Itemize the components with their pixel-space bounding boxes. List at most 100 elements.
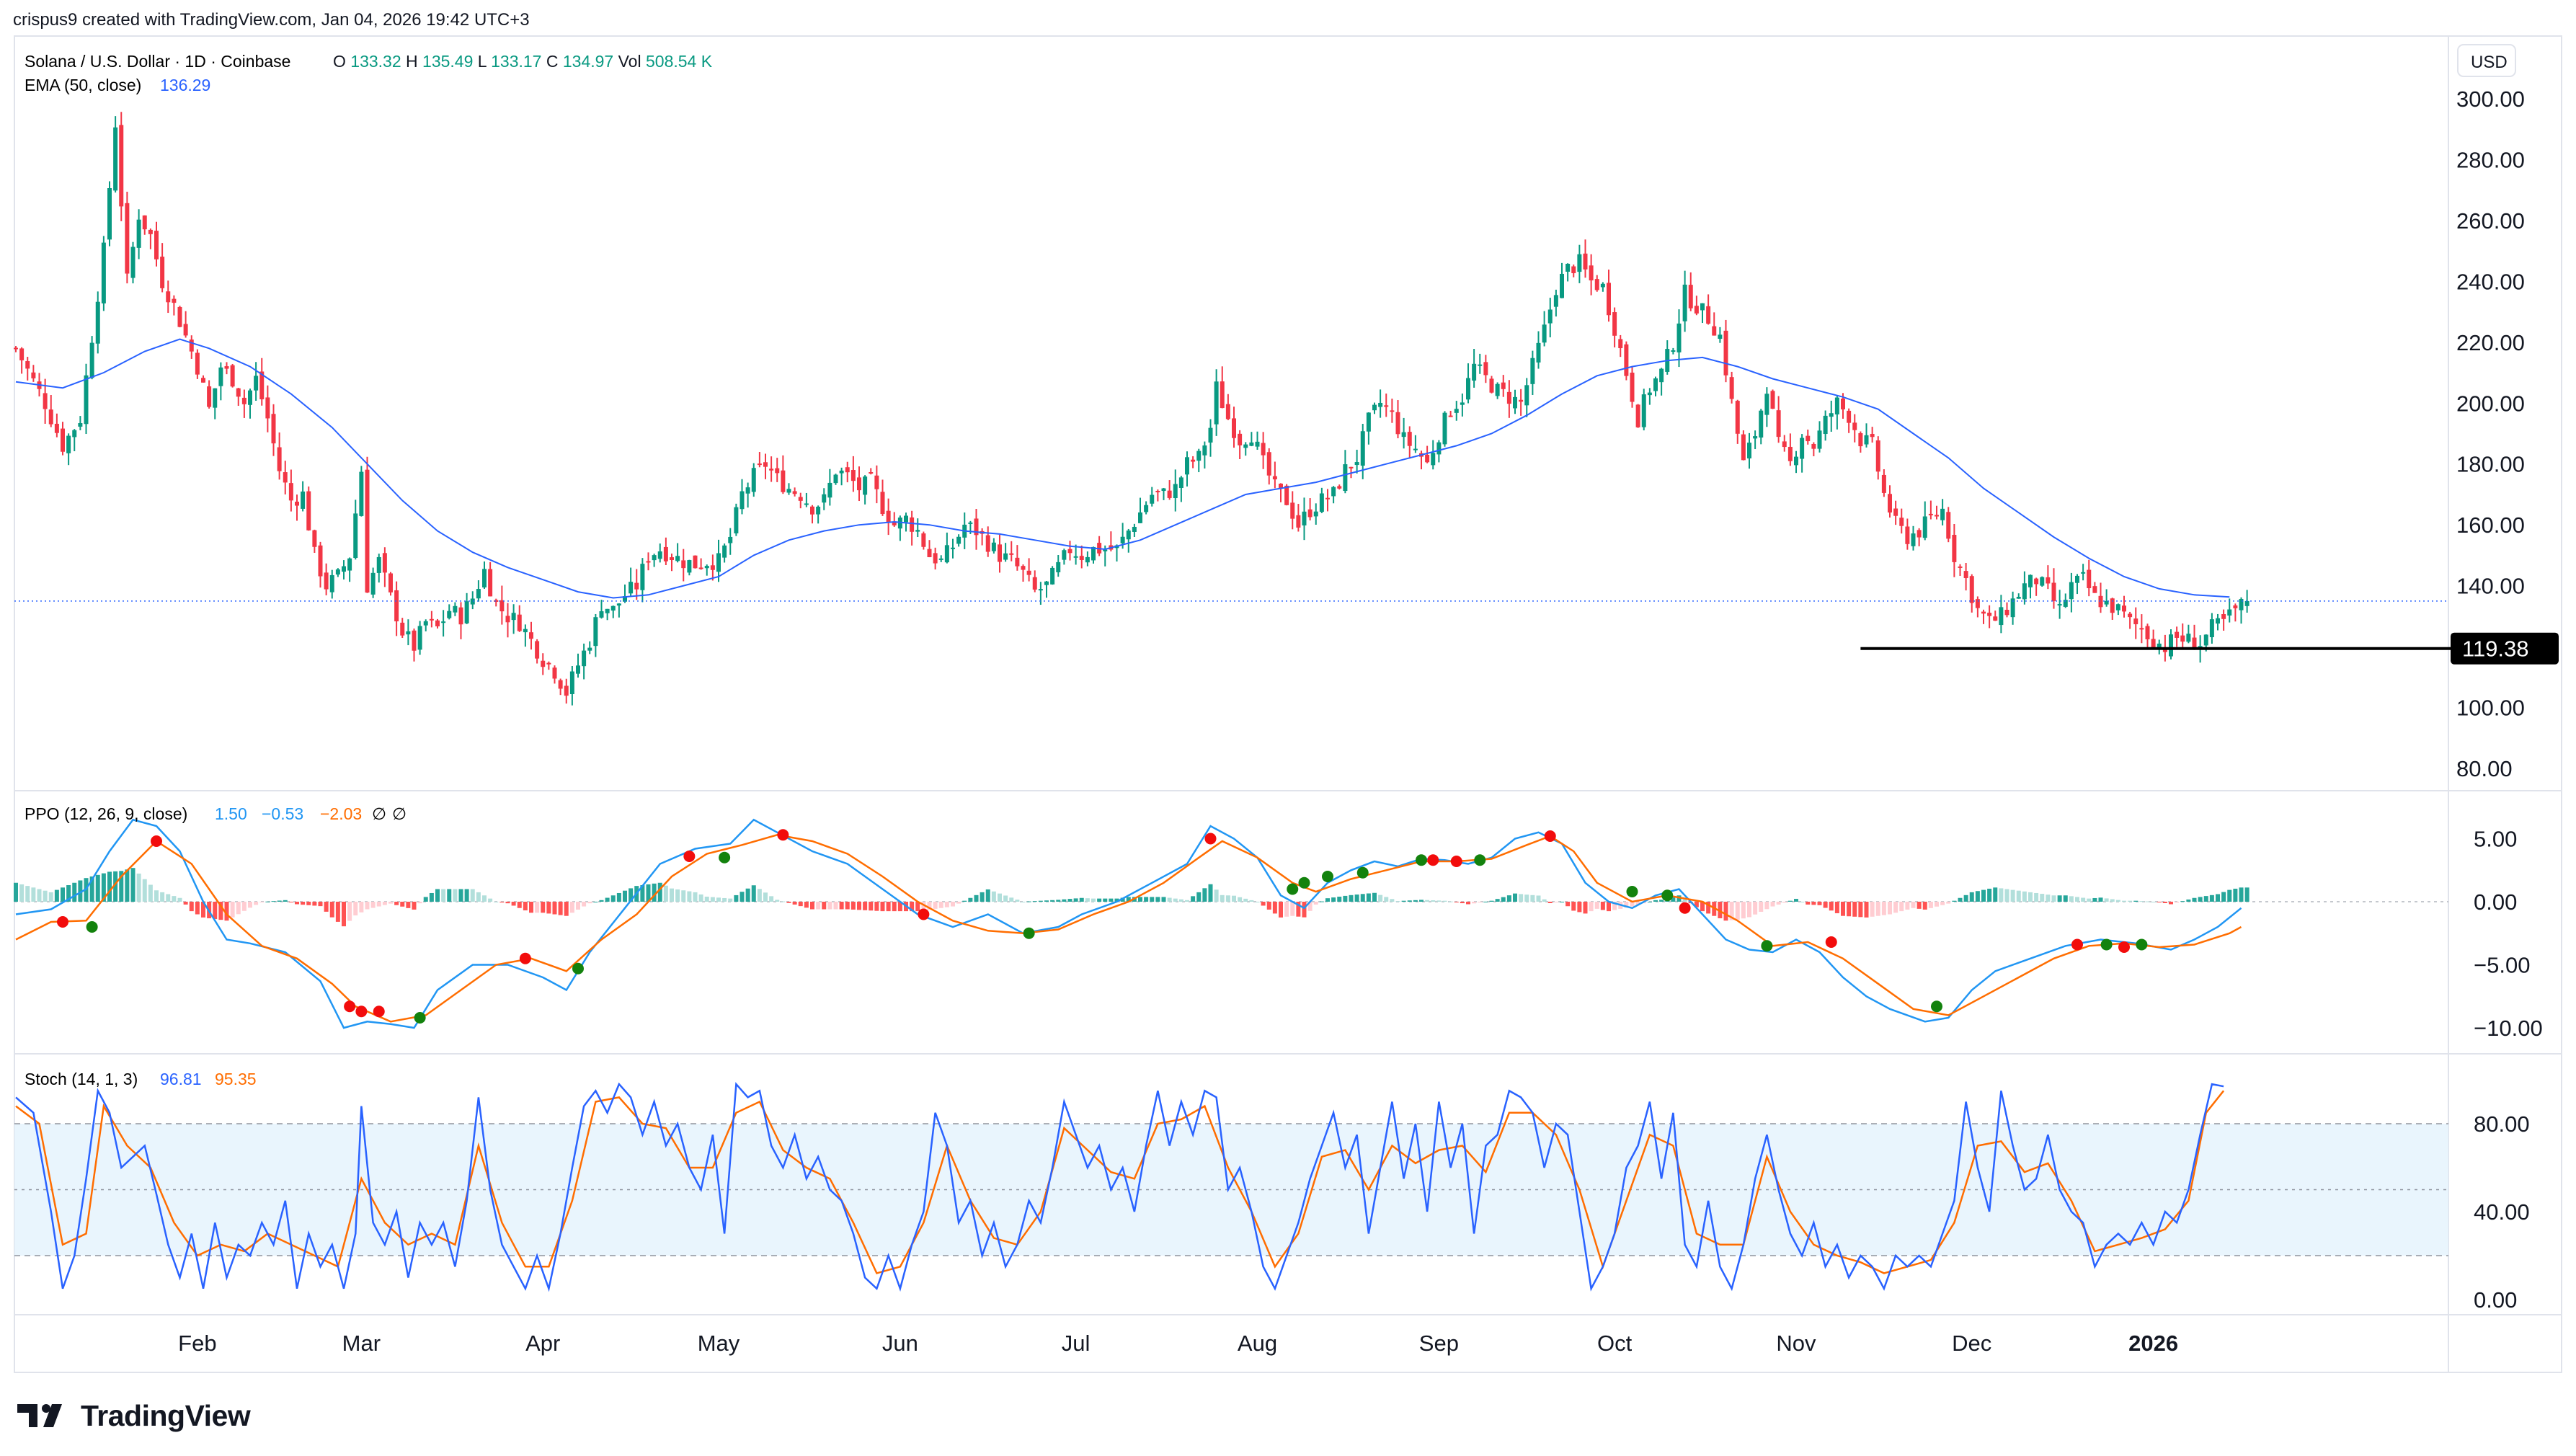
ppo-histogram-bar	[569, 902, 574, 913]
ppo-histogram-bar	[869, 902, 874, 911]
ppo-histogram-bar	[2022, 891, 2027, 902]
candle-body	[1296, 515, 1301, 528]
ppo-signal-value: −2.03	[320, 804, 362, 823]
ppo-histogram-bar	[1735, 902, 1740, 920]
ppo-histogram-bar	[605, 897, 610, 902]
candle-body	[1881, 474, 1886, 493]
candle-body	[1319, 493, 1324, 512]
ppo-histogram-bar	[822, 902, 827, 910]
candle-body	[218, 367, 223, 386]
ppo-histogram-bar	[1466, 902, 1470, 905]
candle-body	[1044, 581, 1049, 585]
ppo-cross-marker	[1204, 833, 1217, 845]
ppo-histogram-bar	[213, 902, 218, 920]
candle-body	[394, 590, 399, 622]
ppo-histogram-bar	[1185, 900, 1189, 902]
ppo-histogram-bar	[910, 902, 915, 912]
candle-body	[1671, 350, 1676, 352]
ppo-histogram-bar	[1729, 902, 1734, 920]
candle-body	[1888, 494, 1892, 513]
candle-body	[259, 371, 265, 399]
ppo-histogram-bar	[218, 902, 223, 920]
candle-body	[1489, 378, 1494, 393]
ema-value: 136.29	[160, 76, 210, 94]
candle-body	[505, 616, 510, 623]
candle-body	[1349, 466, 1354, 469]
ppo-histogram-bar	[944, 902, 949, 907]
ppo-histogram-bar	[1460, 902, 1465, 904]
candle-body	[816, 506, 821, 515]
candle-body	[1144, 505, 1149, 512]
candle-body	[2046, 577, 2051, 584]
ppo-histogram-bar	[277, 900, 282, 902]
ppo-histogram-bar	[19, 884, 25, 902]
ppo-histogram-bar	[37, 889, 42, 902]
candle-body	[1747, 443, 1751, 458]
candle-body	[763, 462, 768, 467]
ohlc-value: 135.49	[422, 52, 478, 71]
candle-body	[1126, 531, 1131, 540]
ppo-histogram-bar	[675, 889, 680, 902]
ppo-histogram-bar	[1331, 897, 1336, 902]
ppo-histogram-bar	[324, 902, 329, 912]
ppo-histogram-bar	[1056, 900, 1061, 902]
candle-body	[1893, 508, 1898, 516]
ppo-histogram-bar	[1911, 902, 1916, 908]
ppo-cross-marker	[1544, 830, 1556, 842]
currency-badge[interactable]: USD	[2457, 44, 2516, 77]
candle-body	[335, 569, 340, 575]
candle-body	[698, 567, 703, 569]
candle-body	[241, 397, 247, 404]
time-tick-label: Jun	[882, 1331, 918, 1356]
ppo-histogram-bar	[722, 897, 727, 902]
ppo-histogram-bar	[1888, 902, 1892, 915]
candle-body	[1858, 432, 1863, 447]
tradingview-logo-text: TradingView	[81, 1398, 251, 1432]
candle-body	[2069, 582, 2074, 600]
candle-body	[265, 397, 270, 419]
ppo-histogram-bar	[751, 885, 756, 902]
ppo-histogram-bar	[529, 902, 533, 913]
candle-body	[1764, 394, 1769, 415]
ppo-histogram-bar	[850, 902, 856, 910]
ppo-histogram-bar	[189, 902, 194, 912]
ppo-histogram-bar	[816, 902, 821, 910]
ppo-histogram-bar	[745, 888, 750, 902]
candle-body	[318, 545, 323, 577]
ppo-signal-diff: −0.53	[262, 804, 303, 823]
candle-body	[998, 544, 1002, 562]
ppo-histogram-bar	[1700, 902, 1705, 912]
ppo-histogram-bar	[616, 892, 621, 902]
candle-body	[301, 491, 306, 509]
candle-body	[1741, 434, 1746, 461]
candle-body	[1917, 530, 1922, 538]
candle-body	[177, 306, 182, 327]
time-tick-label: Dec	[1952, 1331, 1991, 1356]
candle-body	[1185, 457, 1189, 475]
ppo-histogram-bar	[2169, 902, 2173, 905]
candle-body	[207, 386, 212, 407]
ppo-label: PPO (12, 26, 9, close)	[25, 804, 187, 823]
candle-body	[886, 510, 891, 523]
ppo-histogram-bar	[991, 891, 996, 902]
ppo-cross-marker	[1661, 889, 1674, 902]
ppo-histogram-bar	[1378, 895, 1383, 902]
ppo-histogram-bar	[1922, 902, 1927, 910]
candle-body	[822, 494, 827, 503]
candle-body	[1823, 415, 1828, 435]
ppo-histogram-bar	[1178, 899, 1183, 902]
ppo-histogram-bar	[48, 892, 53, 902]
candle-body	[663, 546, 668, 561]
price-tick-label: 280.00	[2456, 147, 2525, 172]
tradingview-logo: TradingView	[16, 1395, 251, 1436]
time-tick-label: Nov	[1776, 1331, 1816, 1356]
ppo-cross-marker	[918, 908, 930, 920]
ppo-histogram-bar	[716, 897, 721, 902]
candle-body	[810, 506, 814, 515]
candle-body	[2203, 634, 2208, 646]
support-label-bg	[2451, 632, 2559, 665]
ppo-histogram-bar	[1935, 902, 1939, 907]
candle-body	[657, 551, 662, 559]
ppo-histogram-bar	[546, 902, 551, 914]
